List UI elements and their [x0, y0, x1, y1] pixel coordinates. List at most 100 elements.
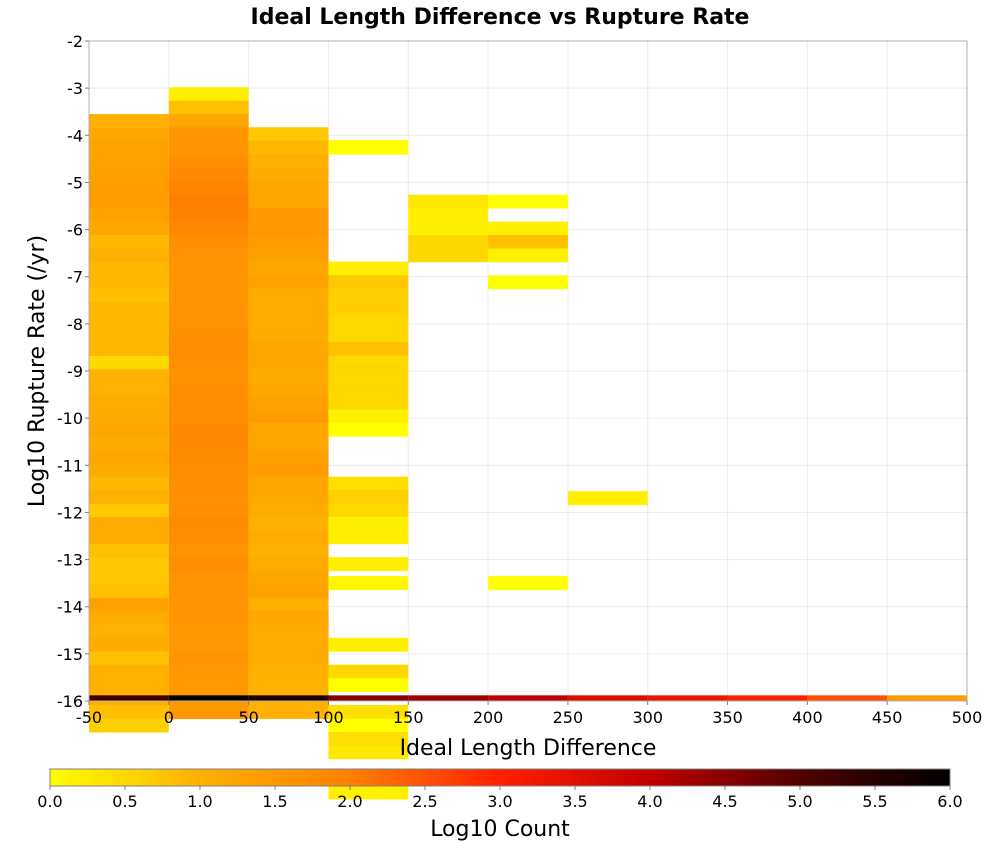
heatmap-cell — [488, 275, 568, 290]
heatmap-cell — [248, 181, 329, 195]
heatmap-cell — [328, 476, 409, 491]
heatmap-cell — [168, 638, 249, 652]
heatmap-cell — [168, 302, 249, 317]
heatmap-cell — [168, 221, 249, 236]
y-tick-label: -3 — [67, 79, 83, 98]
heatmap-cell — [328, 785, 409, 800]
heatmap-cell — [89, 154, 169, 169]
heatmap-cell — [89, 718, 169, 733]
x-tick-label: 500 — [952, 708, 983, 727]
heatmap-cell — [168, 369, 249, 384]
heatmap-cell — [168, 584, 249, 599]
heatmap-cell — [89, 194, 169, 209]
heatmap-cell — [168, 248, 249, 263]
heatmap-cell — [248, 275, 329, 289]
heatmap-cell — [328, 678, 409, 692]
heatmap-cell — [328, 576, 409, 591]
heatmap-cell — [248, 154, 329, 168]
x-tick-label: -50 — [76, 708, 102, 727]
heatmap-cell — [168, 503, 249, 518]
heatmap-cell — [488, 248, 568, 263]
colorbar-tick-label: 0.5 — [112, 792, 137, 811]
heatmap-cell — [248, 369, 329, 383]
heatmap-cell — [328, 355, 409, 370]
heatmap-cell — [328, 664, 409, 679]
heatmap-cell — [168, 517, 249, 531]
heatmap-cell — [89, 624, 169, 639]
heatmap-cell — [248, 584, 329, 598]
y-axis-ticks: -16 -15 -14 -13 -12 -11 -10 -9 -8 -7 -6 -5 -4 -3 -2 — [57, 32, 89, 711]
x-axis-label: Ideal Length Difference — [400, 736, 657, 761]
heatmap-cell — [328, 490, 409, 504]
heatmap-cell — [168, 87, 249, 102]
heatmap-cell — [248, 695, 329, 702]
heatmap-cell — [328, 275, 409, 289]
heatmap-cell — [248, 395, 329, 410]
x-tick-label: 150 — [393, 708, 424, 727]
heatmap-cell — [89, 570, 169, 585]
y-tick-label: -8 — [67, 315, 83, 334]
heatmap-cell — [248, 476, 329, 491]
heatmap-cell — [168, 355, 249, 370]
colorbar-label: Log10 Count — [430, 817, 570, 842]
heatmap-cell — [248, 503, 329, 518]
heatmap-cell — [89, 638, 169, 652]
x-tick-label: 450 — [872, 708, 903, 727]
colorbar-tick-label: 2.0 — [337, 792, 362, 811]
heatmap-cell — [248, 436, 329, 451]
heatmap-cell — [328, 140, 409, 155]
heatmap-cell — [408, 194, 489, 209]
heatmap-cell — [168, 664, 249, 679]
heatmap-cell — [89, 315, 169, 330]
x-tick-label: 300 — [632, 708, 663, 727]
y-tick-label: -15 — [57, 645, 83, 664]
heatmap-cell — [328, 315, 409, 330]
colorbar-tick-label: 4.5 — [712, 792, 737, 811]
heatmap-cell — [168, 140, 249, 155]
colorbar-tick-label: 2.5 — [412, 792, 437, 811]
heatmap-cell — [488, 194, 568, 209]
heatmap-cell — [328, 261, 409, 276]
heatmap-cell — [89, 382, 169, 397]
heatmap-cell — [248, 463, 329, 477]
heatmap-cell — [89, 261, 169, 276]
heatmap-cell — [168, 275, 249, 290]
heatmap-cell — [727, 695, 808, 702]
heatmap-cell — [89, 329, 169, 343]
heatmap-cell — [887, 695, 967, 702]
heatmap-cell — [328, 745, 409, 760]
colorbar-tick-label: 1.5 — [262, 792, 287, 811]
y-tick-label: -9 — [67, 362, 83, 381]
chart-title: Ideal Length Difference vs Rupture Rate — [251, 5, 750, 30]
heatmap-cell — [328, 637, 409, 652]
heatmap-cell — [168, 329, 249, 343]
heatmap-cell — [248, 637, 329, 652]
heatmap-cell — [89, 181, 169, 196]
heatmap-cell — [248, 167, 329, 182]
heatmap-cell — [89, 369, 169, 384]
x-tick-label: 0 — [164, 708, 174, 727]
heatmap-cell — [168, 234, 249, 249]
heatmap-cell — [168, 114, 249, 128]
heatmap-cell — [168, 315, 249, 330]
heatmap-cell — [168, 624, 249, 639]
heatmap-cell — [328, 369, 409, 383]
colorbar-tick-label: 5.0 — [787, 792, 812, 811]
heatmap-cell — [168, 396, 249, 411]
heatmap-cell — [248, 288, 329, 303]
heatmap-cell — [89, 167, 169, 182]
heatmap-cell — [89, 490, 169, 505]
heatmap-cell — [248, 597, 329, 612]
heatmap-cell — [168, 342, 249, 357]
heatmap-cell — [248, 490, 329, 504]
y-tick-label: -14 — [57, 598, 83, 617]
heatmap-cell — [168, 705, 249, 720]
heatmap-cell — [248, 678, 329, 692]
heatmap-cell — [168, 557, 249, 572]
heatmap-cell — [89, 436, 169, 451]
heatmap-cell — [168, 490, 249, 505]
heatmap-cell — [168, 423, 249, 437]
heatmap-cell — [248, 610, 329, 625]
heatmap-cell — [168, 449, 249, 464]
heatmap-cell — [89, 302, 169, 317]
